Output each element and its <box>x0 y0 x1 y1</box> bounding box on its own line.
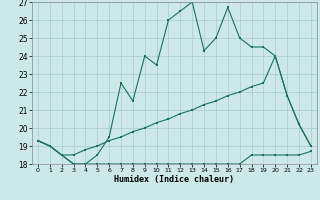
X-axis label: Humidex (Indice chaleur): Humidex (Indice chaleur) <box>115 175 234 184</box>
